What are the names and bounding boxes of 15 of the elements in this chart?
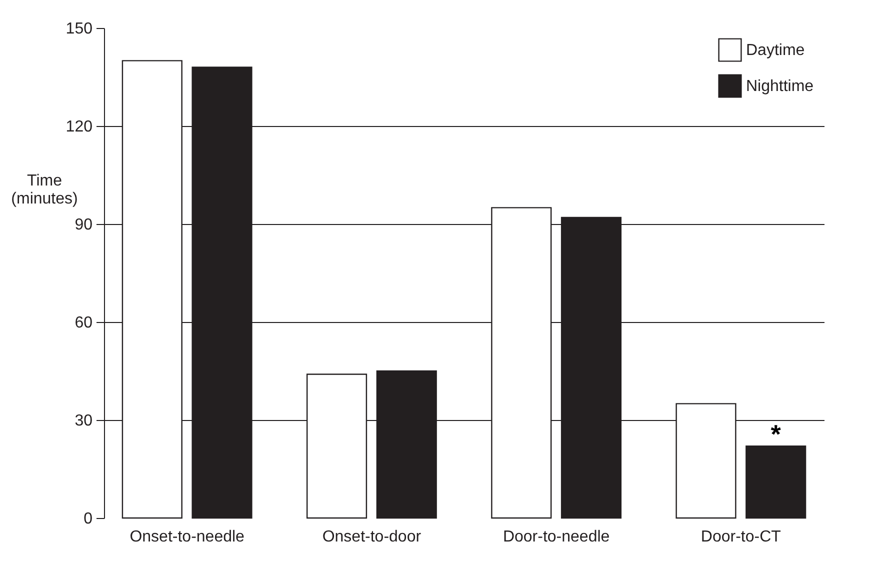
x-tick-label: Onset-to-needle [130,528,245,546]
x-tick-label: Door-to-CT [700,528,782,546]
y-tick-label: 30 [74,412,93,430]
x-tick-label: Onset-to-door [322,528,422,546]
legend-label: Daytime [746,42,805,59]
annotation: * [770,419,782,450]
x-tick-label: Door-to-needle [502,528,610,546]
y-axis-title: Time (minutes) [11,172,78,208]
y-tick-label: 90 [74,216,93,234]
legend-label: Nighttime [746,78,814,95]
y-tick-label: 0 [84,510,93,528]
y-tick-label: 150 [66,20,93,38]
y-tick-label: 60 [74,314,93,332]
y-tick-label: 120 [66,118,93,136]
bar [746,446,806,519]
